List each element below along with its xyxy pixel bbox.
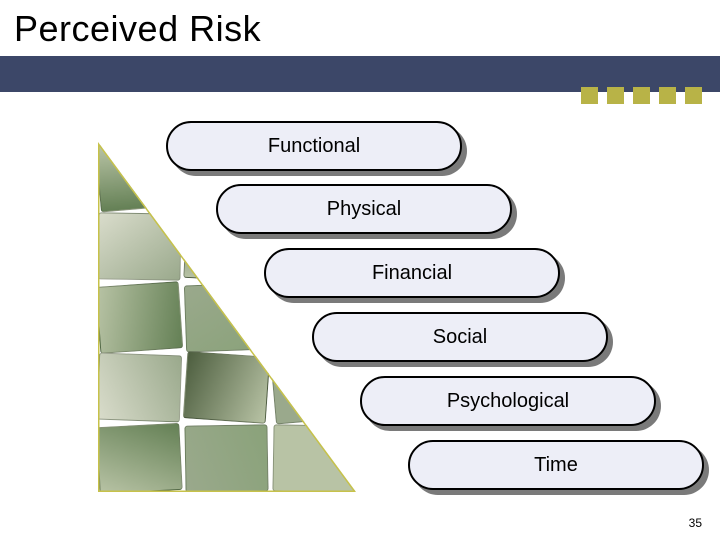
risk-pill: Time (408, 440, 704, 490)
risk-pill-label: Social (433, 326, 487, 349)
accent-squares (581, 87, 702, 104)
accent-square (685, 87, 702, 104)
slide: Perceived Risk Functional Physical Financi… (0, 0, 720, 540)
risk-pill: Psychological (360, 376, 656, 426)
risk-pill: Social (312, 312, 608, 362)
risk-pill: Physical (216, 184, 512, 234)
risk-pill-label: Time (534, 454, 578, 477)
page-title: Perceived Risk (14, 8, 261, 50)
accent-square (607, 87, 624, 104)
accent-square (659, 87, 676, 104)
risk-pill-label: Financial (372, 262, 452, 285)
risk-pill: Financial (264, 248, 560, 298)
accent-square (581, 87, 598, 104)
page-number: 35 (689, 516, 702, 530)
risk-pill: Functional (166, 121, 462, 171)
risk-pill-label: Functional (268, 135, 360, 158)
risk-pill-label: Physical (327, 198, 401, 221)
accent-square (633, 87, 650, 104)
risk-pill-label: Psychological (447, 390, 569, 413)
